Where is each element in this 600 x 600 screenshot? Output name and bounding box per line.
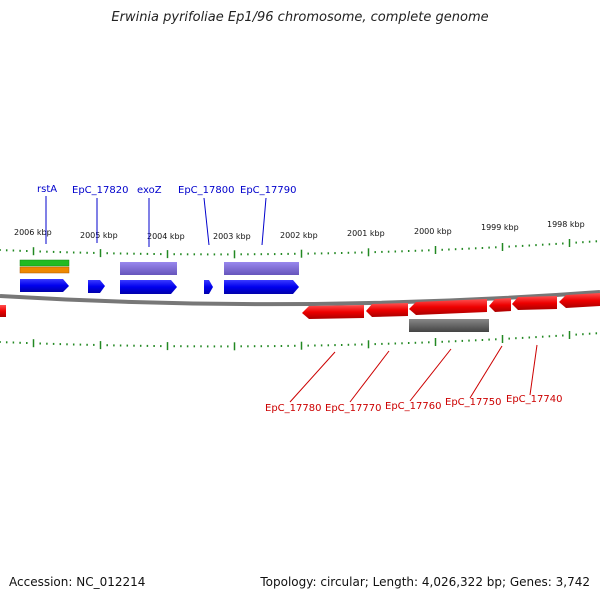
gene-arrow-right-edge[interactable] xyxy=(559,293,600,308)
scale-label: 2005 kbp xyxy=(80,231,118,240)
scale-label: 2003 kbp xyxy=(213,232,251,241)
gene-arrow-EpC_17760[interactable] xyxy=(409,299,487,315)
scale-label: 1998 kbp xyxy=(547,220,585,229)
gene-label-EpC_17770[interactable]: EpC_17770 xyxy=(325,403,381,414)
bottom-gene-labels: EpC_17780 EpC_17770 EpC_17760 EpC_17750 … xyxy=(265,394,562,414)
gene-arrow-EpC_17770[interactable] xyxy=(366,303,408,317)
gene-label-EpC_17790[interactable]: EpC_17790 xyxy=(240,185,296,196)
genome-summary-text: Topology: circular; Length: 4,026,322 bp… xyxy=(260,575,590,589)
gene-arrow-exoZ[interactable] xyxy=(120,280,177,294)
gene-label-rstA[interactable]: rstA xyxy=(37,184,57,195)
reverse-strand-features xyxy=(0,293,600,332)
gene-arrow-EpC_17790[interactable] xyxy=(224,280,299,294)
gray-feature-bar[interactable] xyxy=(409,319,489,332)
genome-title: Erwinia pyrifoliae Ep1/96 chromosome, co… xyxy=(111,10,489,25)
gene-label-EpC_17780[interactable]: EpC_17780 xyxy=(265,403,321,414)
gene-label-EpC_17760[interactable]: EpC_17760 xyxy=(385,401,441,412)
accession-text: Accession: NC_012214 xyxy=(9,575,146,589)
cds-feature-exoZ[interactable] xyxy=(120,262,177,275)
chromosome-backbone xyxy=(0,290,600,307)
cds-feature-EpC_17790[interactable] xyxy=(224,262,299,275)
gene-label-EpC_17800[interactable]: EpC_17800 xyxy=(178,185,234,196)
gene-arrow-rstA[interactable] xyxy=(20,279,69,292)
gene-arrow-EpC_17820[interactable] xyxy=(88,280,105,293)
top-leader-lines xyxy=(45,196,267,247)
gene-arrow-EpC_17750[interactable] xyxy=(489,298,511,312)
upper-scale-ticks xyxy=(0,239,598,259)
scale-label: 2001 kbp xyxy=(347,229,385,238)
gene-label-exoZ[interactable]: exoZ xyxy=(137,185,162,196)
gene-label-EpC_17820[interactable]: EpC_17820 xyxy=(72,185,128,196)
forward-strand-features xyxy=(19,259,299,294)
bottom-leader-lines xyxy=(289,344,538,403)
gene-label-EpC_17750[interactable]: EpC_17750 xyxy=(445,397,501,408)
gene-arrow-EpC_17740[interactable] xyxy=(512,296,557,310)
scale-label: 2004 kbp xyxy=(147,232,185,241)
lower-scale-ticks xyxy=(0,331,598,351)
scale-labels: 2006 kbp 2005 kbp 2004 kbp 2003 kbp 2002… xyxy=(14,220,585,241)
gene-label-EpC_17740[interactable]: EpC_17740 xyxy=(506,394,562,405)
rna-feature-bar[interactable] xyxy=(19,259,70,267)
scale-label: 2006 kbp xyxy=(14,228,52,237)
gene-arrow-EpC_17800[interactable] xyxy=(204,280,213,294)
scale-label: 2000 kbp xyxy=(414,227,452,236)
top-gene-labels: rstA EpC_17820 exoZ EpC_17800 EpC_17790 xyxy=(37,184,296,196)
gene-arrow-EpC_17780[interactable] xyxy=(302,305,364,319)
orange-feature-bar[interactable] xyxy=(19,266,70,274)
gene-arrow-left-edge[interactable] xyxy=(0,305,6,317)
scale-label: 2002 kbp xyxy=(280,231,318,240)
scale-label: 1999 kbp xyxy=(481,223,519,232)
